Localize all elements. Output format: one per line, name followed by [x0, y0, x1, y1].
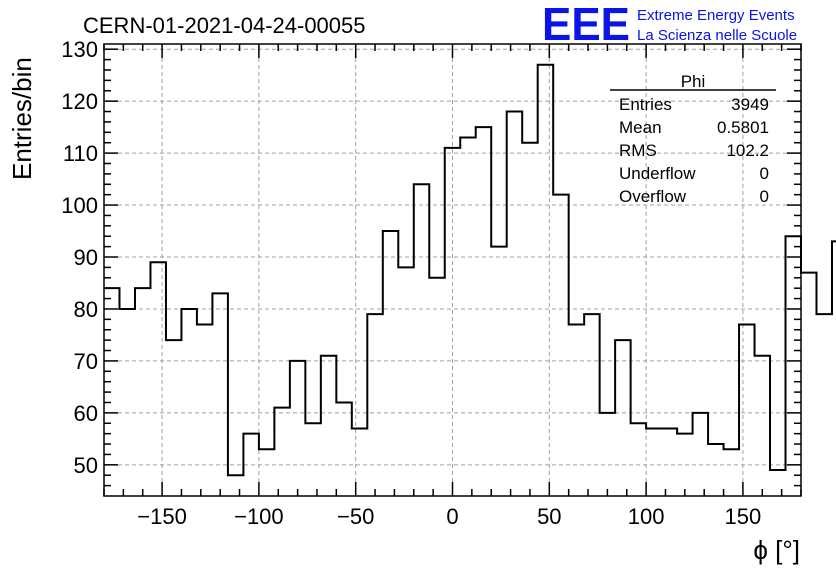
eee-logo: EEE	[542, 0, 630, 50]
stats-box: Phi Entries 3949 Mean 0.5801 RMS 102.2 U…	[610, 72, 776, 206]
stats-value-underflow: 0	[760, 164, 769, 183]
y-axis-label: Entries/bin	[7, 57, 37, 180]
x-tick-label: −150	[137, 504, 187, 529]
y-tick-label: 60	[74, 401, 98, 426]
y-tick-label: 70	[74, 349, 98, 374]
stats-label-underflow: Underflow	[619, 164, 696, 183]
x-axis-label: ϕ [°]	[753, 535, 800, 565]
x-tick-labels: −150 −100 −50 0 50 100 150	[137, 504, 761, 529]
y-tick-label: 80	[74, 297, 98, 322]
stats-value-entries: 3949	[731, 95, 769, 114]
stats-label-rms: RMS	[619, 141, 657, 160]
stats-name: Phi	[681, 72, 706, 91]
stats-label-mean: Mean	[619, 118, 662, 137]
x-tick-label: 100	[628, 504, 665, 529]
x-tick-label: −100	[234, 504, 284, 529]
brand-line-1: Extreme Energy Events	[637, 7, 795, 24]
plot-frame	[103, 43, 802, 497]
grid-lines	[104, 44, 801, 496]
x-tick-label: 150	[725, 504, 762, 529]
stats-value-overflow: 0	[760, 187, 769, 206]
y-tick-labels: 50 60 70 80 90 100 110 120 130	[61, 37, 98, 478]
y-tick-label: 100	[61, 193, 98, 218]
stats-label-entries: Entries	[619, 95, 672, 114]
stats-label-overflow: Overflow	[619, 187, 687, 206]
y-tick-label: 110	[63, 141, 98, 166]
y-tick-label: 130	[61, 37, 98, 62]
x-tick-label: 50	[537, 504, 561, 529]
y-tick-label: 120	[61, 89, 98, 114]
brand-line-2: La Scienza nelle Scuole	[637, 27, 797, 44]
brand-block: EEE Extreme Energy Events La Scienza nel…	[542, 0, 797, 50]
axis-ticks	[103, 44, 802, 496]
histogram-series	[104, 63, 836, 477]
y-tick-label: 50	[74, 453, 98, 478]
chart-title: CERN-01-2021-04-24-00055	[83, 13, 366, 38]
y-tick-label: 90	[74, 245, 98, 270]
stats-value-mean: 0.5801	[717, 118, 769, 137]
x-tick-label: 0	[446, 504, 458, 529]
x-tick-label: −50	[337, 504, 374, 529]
stats-value-rms: 102.2	[726, 141, 769, 160]
